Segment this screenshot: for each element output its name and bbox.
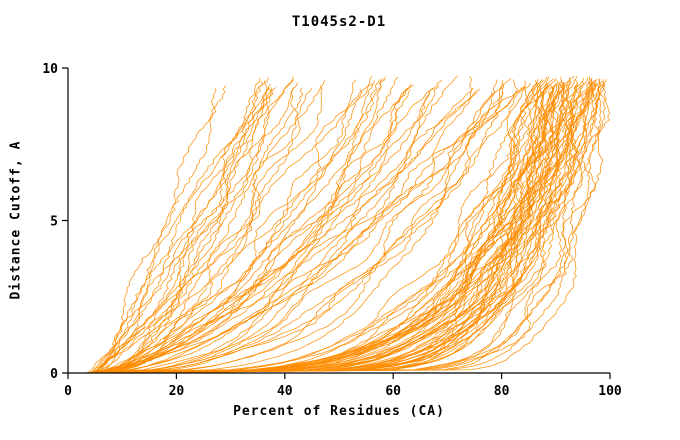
axes: [62, 67, 611, 379]
y-tick-label: 10: [42, 62, 58, 77]
x-tick-label: 80: [494, 384, 510, 399]
x-tick-label: 0: [64, 384, 72, 399]
y-tick-label: 0: [50, 367, 58, 382]
x-axis-label: Percent of Residues (CA): [233, 404, 445, 419]
chart-title: T1045s2-D1: [291, 14, 387, 30]
curves-layer: [85, 75, 610, 374]
x-tick-label: 60: [385, 384, 401, 399]
tick-labels: 0 20 40 60 80 100 0 5 10: [42, 62, 622, 399]
x-tick-label: 20: [169, 384, 185, 399]
y-tick-label: 5: [50, 215, 58, 230]
x-tick-label: 40: [277, 384, 293, 399]
x-tick-label: 100: [598, 384, 622, 399]
